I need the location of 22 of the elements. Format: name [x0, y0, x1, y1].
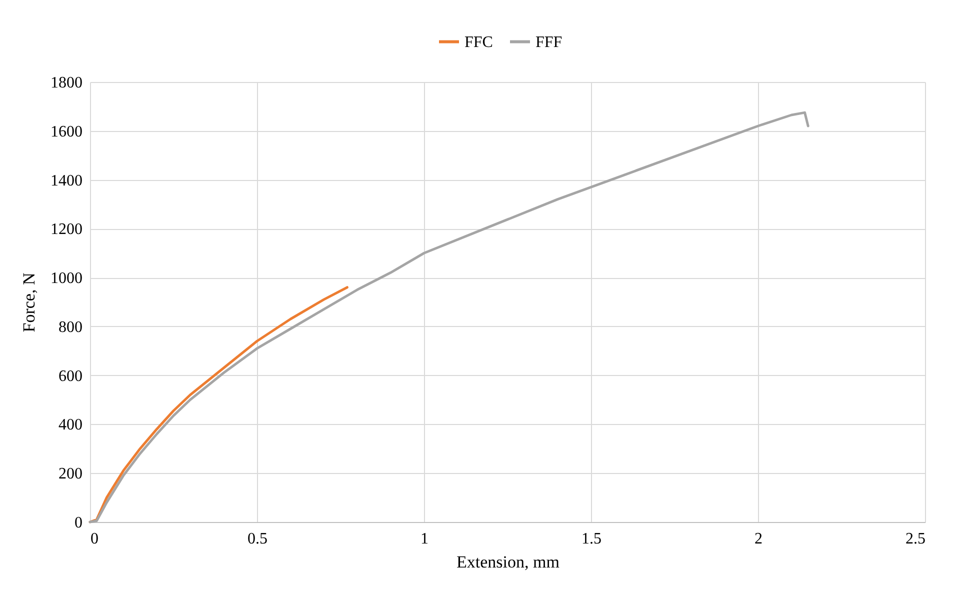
- y-tick-label: 800: [58, 318, 82, 336]
- y-axis-title: Force, N: [20, 272, 38, 332]
- x-axis-title: Extension, mm: [456, 552, 560, 572]
- y-tick-label: 1400: [50, 172, 82, 190]
- y-tick-label: 600: [58, 368, 82, 385]
- y-tick-label: 1000: [50, 270, 82, 288]
- line-series: [88, 111, 810, 524]
- legend-label: FFC: [464, 34, 493, 51]
- y-tick-label: 400: [58, 416, 82, 434]
- x-tick-label: 1: [420, 530, 428, 548]
- y-tick-label: 200: [58, 466, 82, 483]
- x-tick-label: 2.5: [906, 530, 926, 548]
- x-tick-label: 2: [754, 530, 762, 548]
- x-tick-label: 1.5: [582, 530, 602, 548]
- y-tick-label: 0: [74, 514, 82, 532]
- line-series: [88, 286, 348, 524]
- y-tick-label: 1800: [50, 74, 82, 92]
- x-tick-label: 0.5: [248, 530, 268, 548]
- x-tick-label: 0: [90, 530, 98, 548]
- y-tick-label: 1600: [50, 123, 82, 140]
- legend-label: FFF: [536, 34, 562, 51]
- y-tick-label: 1200: [50, 221, 82, 238]
